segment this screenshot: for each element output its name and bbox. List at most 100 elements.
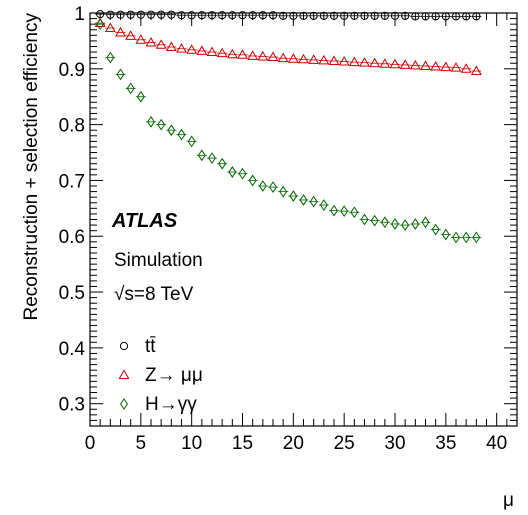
y-tick-label: 0.5 — [59, 283, 85, 304]
data-point — [136, 10, 145, 19]
data-point — [115, 26, 126, 37]
y-tick-labels: 0.3 0.4 0.5 0.6 0.7 0.8 0.9 1 — [59, 4, 86, 416]
data-point — [338, 55, 350, 66]
legend-label: H→γγ — [145, 394, 197, 415]
data-point — [430, 60, 442, 71]
data-point — [177, 128, 186, 141]
series-2 — [94, 17, 482, 75]
data-point — [248, 11, 257, 20]
data-point — [359, 57, 370, 67]
data-point — [157, 118, 166, 131]
data-point — [299, 11, 308, 20]
data-point — [146, 10, 156, 19]
data-point — [470, 65, 482, 75]
data-point — [309, 195, 318, 208]
data-point — [145, 36, 157, 47]
data-point — [421, 216, 430, 229]
data-point — [298, 53, 309, 64]
data-series — [94, 10, 482, 244]
data-point — [135, 34, 147, 44]
data-point — [238, 11, 247, 20]
data-point — [248, 174, 257, 187]
x-tick-label: 10 — [181, 433, 202, 454]
data-point — [167, 10, 176, 19]
data-point — [340, 205, 349, 218]
data-point — [268, 11, 278, 20]
data-point — [146, 115, 156, 128]
data-point — [380, 216, 389, 229]
data-point — [472, 12, 481, 21]
data-point — [309, 11, 318, 20]
data-point — [390, 218, 400, 230]
data-point — [319, 11, 328, 20]
y-tick-label: 0.7 — [59, 171, 85, 192]
data-point — [360, 11, 369, 20]
data-point — [177, 11, 186, 20]
data-point — [370, 11, 379, 20]
data-point — [226, 48, 238, 59]
data-point — [318, 54, 330, 65]
y-tick-label: 0.6 — [59, 227, 85, 248]
data-point — [257, 50, 269, 61]
x-tick-label: 5 — [136, 433, 147, 454]
data-point — [451, 12, 461, 21]
x-tick-label: 35 — [435, 433, 456, 454]
data-point — [267, 51, 279, 62]
data-point — [237, 49, 248, 59]
x-tick-label: 30 — [384, 433, 405, 454]
y-axis-label: Reconstruction + selection efficiency — [21, 13, 42, 321]
data-point — [218, 11, 227, 20]
data-point — [218, 157, 227, 170]
data-point — [116, 10, 125, 19]
x-axis-label: μ — [503, 490, 514, 511]
series-1 — [95, 10, 482, 21]
y-tick-label: 0.9 — [59, 60, 85, 81]
data-point — [287, 53, 299, 63]
data-point — [126, 10, 135, 19]
data-point — [186, 44, 198, 54]
x-tick-label: 25 — [334, 433, 355, 454]
legend-marker — [118, 369, 130, 379]
data-point — [329, 11, 339, 20]
data-point — [421, 12, 430, 21]
data-point — [350, 11, 359, 20]
x-tick-label: 20 — [283, 433, 304, 454]
data-point — [277, 52, 289, 63]
data-point — [319, 199, 328, 211]
data-point — [106, 51, 115, 64]
legend-label: Z→ μμ — [145, 365, 203, 386]
data-point — [157, 10, 166, 19]
data-point — [155, 39, 167, 49]
data-point — [197, 149, 206, 162]
data-point — [401, 11, 410, 20]
energy-label: √s=8 TeV — [114, 284, 194, 305]
axis-ticks — [89, 12, 518, 427]
series-3 — [95, 18, 482, 244]
data-point — [136, 90, 145, 103]
atlas-label: ATLAS — [111, 210, 178, 232]
data-point — [431, 223, 440, 236]
data-point — [380, 11, 389, 20]
data-point — [247, 50, 259, 60]
y-tick-label: 0.3 — [59, 395, 85, 416]
data-point — [370, 214, 379, 227]
x-tick-label: 0 — [85, 433, 96, 454]
data-point — [440, 61, 452, 72]
data-point — [460, 63, 472, 73]
data-point — [431, 12, 440, 21]
data-point — [389, 58, 401, 69]
legend: tt̄ Z→ μμ H→γγ — [118, 336, 203, 415]
data-point — [125, 30, 137, 40]
data-point — [187, 11, 196, 20]
data-point — [350, 206, 359, 219]
data-point — [450, 62, 462, 72]
data-point — [238, 167, 247, 180]
data-point — [411, 12, 420, 21]
data-point — [207, 152, 217, 164]
data-point — [167, 124, 176, 137]
data-point — [411, 218, 420, 230]
data-point — [116, 68, 125, 81]
data-point — [228, 11, 237, 20]
data-point — [409, 59, 421, 70]
